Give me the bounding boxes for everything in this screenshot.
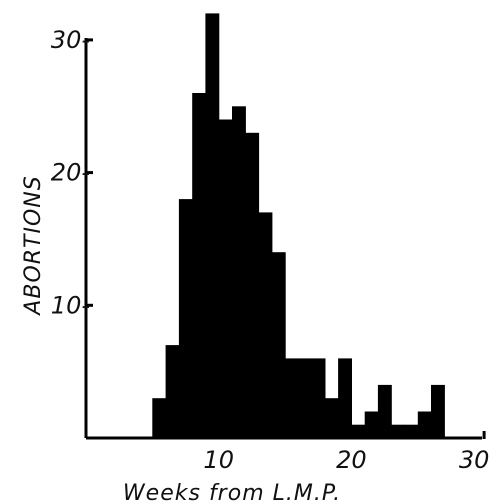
histogram-bar-0 bbox=[152, 398, 167, 438]
histogram-bar-14 bbox=[338, 358, 352, 438]
histogram-bar-17 bbox=[377, 384, 392, 438]
histogram-bar-9 bbox=[271, 252, 286, 438]
histogram-bar-11 bbox=[298, 358, 313, 438]
histogram-bar-20 bbox=[417, 411, 432, 438]
x-tick-label: 30 bbox=[459, 446, 490, 474]
histogram-bar-13 bbox=[324, 398, 339, 438]
histogram-bar-16 bbox=[364, 411, 379, 438]
histogram-bar-12 bbox=[311, 358, 326, 438]
histogram-bar-8 bbox=[258, 212, 273, 438]
histogram-bar-15 bbox=[351, 424, 366, 438]
histogram-bar-2 bbox=[178, 199, 193, 438]
y-tick-label: 10- bbox=[51, 291, 90, 319]
y-axis-ticks: 10- 20- 30- bbox=[51, 26, 93, 319]
histogram-bar-21 bbox=[431, 384, 445, 438]
histogram-bar-4 bbox=[205, 13, 220, 439]
histogram-bar-6 bbox=[232, 106, 246, 439]
y-axis-label: ABORTIONS bbox=[21, 175, 46, 316]
histogram-bar-19 bbox=[404, 424, 419, 438]
histogram-bar-10 bbox=[285, 358, 299, 438]
y-tick-label: 30- bbox=[51, 26, 90, 54]
histogram-bar-1 bbox=[165, 345, 180, 438]
histogram-bar-7 bbox=[245, 132, 260, 439]
x-tick-label: 10 bbox=[203, 446, 234, 474]
y-tick-label: 20- bbox=[51, 159, 90, 187]
histogram-bar-3 bbox=[192, 93, 207, 438]
x-axis-label: Weeks from L.M.P. bbox=[123, 481, 341, 504]
histogram-bar-5 bbox=[218, 119, 233, 438]
x-axis-ticks: 10 20 30 bbox=[203, 431, 489, 474]
histogram-bars bbox=[152, 13, 445, 439]
histogram-bar-18 bbox=[391, 424, 406, 438]
x-tick-label: 20 bbox=[336, 446, 367, 474]
